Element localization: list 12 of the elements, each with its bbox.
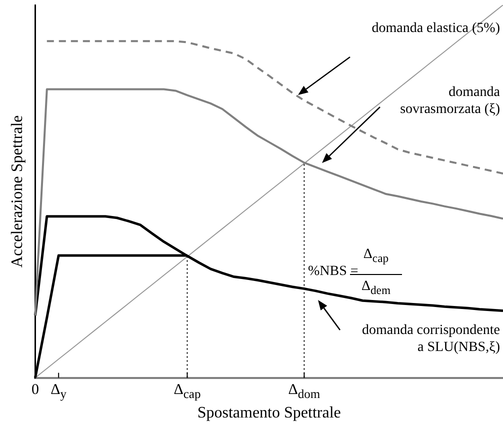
annotation: domanda sovrasmorzata (ξ)	[400, 84, 500, 118]
y-axis-title: Accelerazione Spettrale	[8, 115, 26, 268]
annotation: domanda corrispondente a SLU(NBS,ξ)	[362, 322, 500, 356]
x-tick-label: Δ$_{y}$	[50, 382, 67, 402]
x-axis-title: Spostamento Spettrale	[197, 404, 341, 422]
annotation: Δ$_{dem}$	[361, 278, 391, 299]
annotation: domanda elastica (5%)	[372, 20, 500, 37]
annotation: %NBS =	[308, 263, 358, 280]
x-tick-label: Δ$_{dom}$	[288, 382, 320, 402]
x-tick-label: 0	[31, 382, 39, 399]
x-tick-label: Δ$_{cap}$	[174, 382, 201, 402]
annotation: Δ$_{cap}$	[363, 246, 389, 267]
